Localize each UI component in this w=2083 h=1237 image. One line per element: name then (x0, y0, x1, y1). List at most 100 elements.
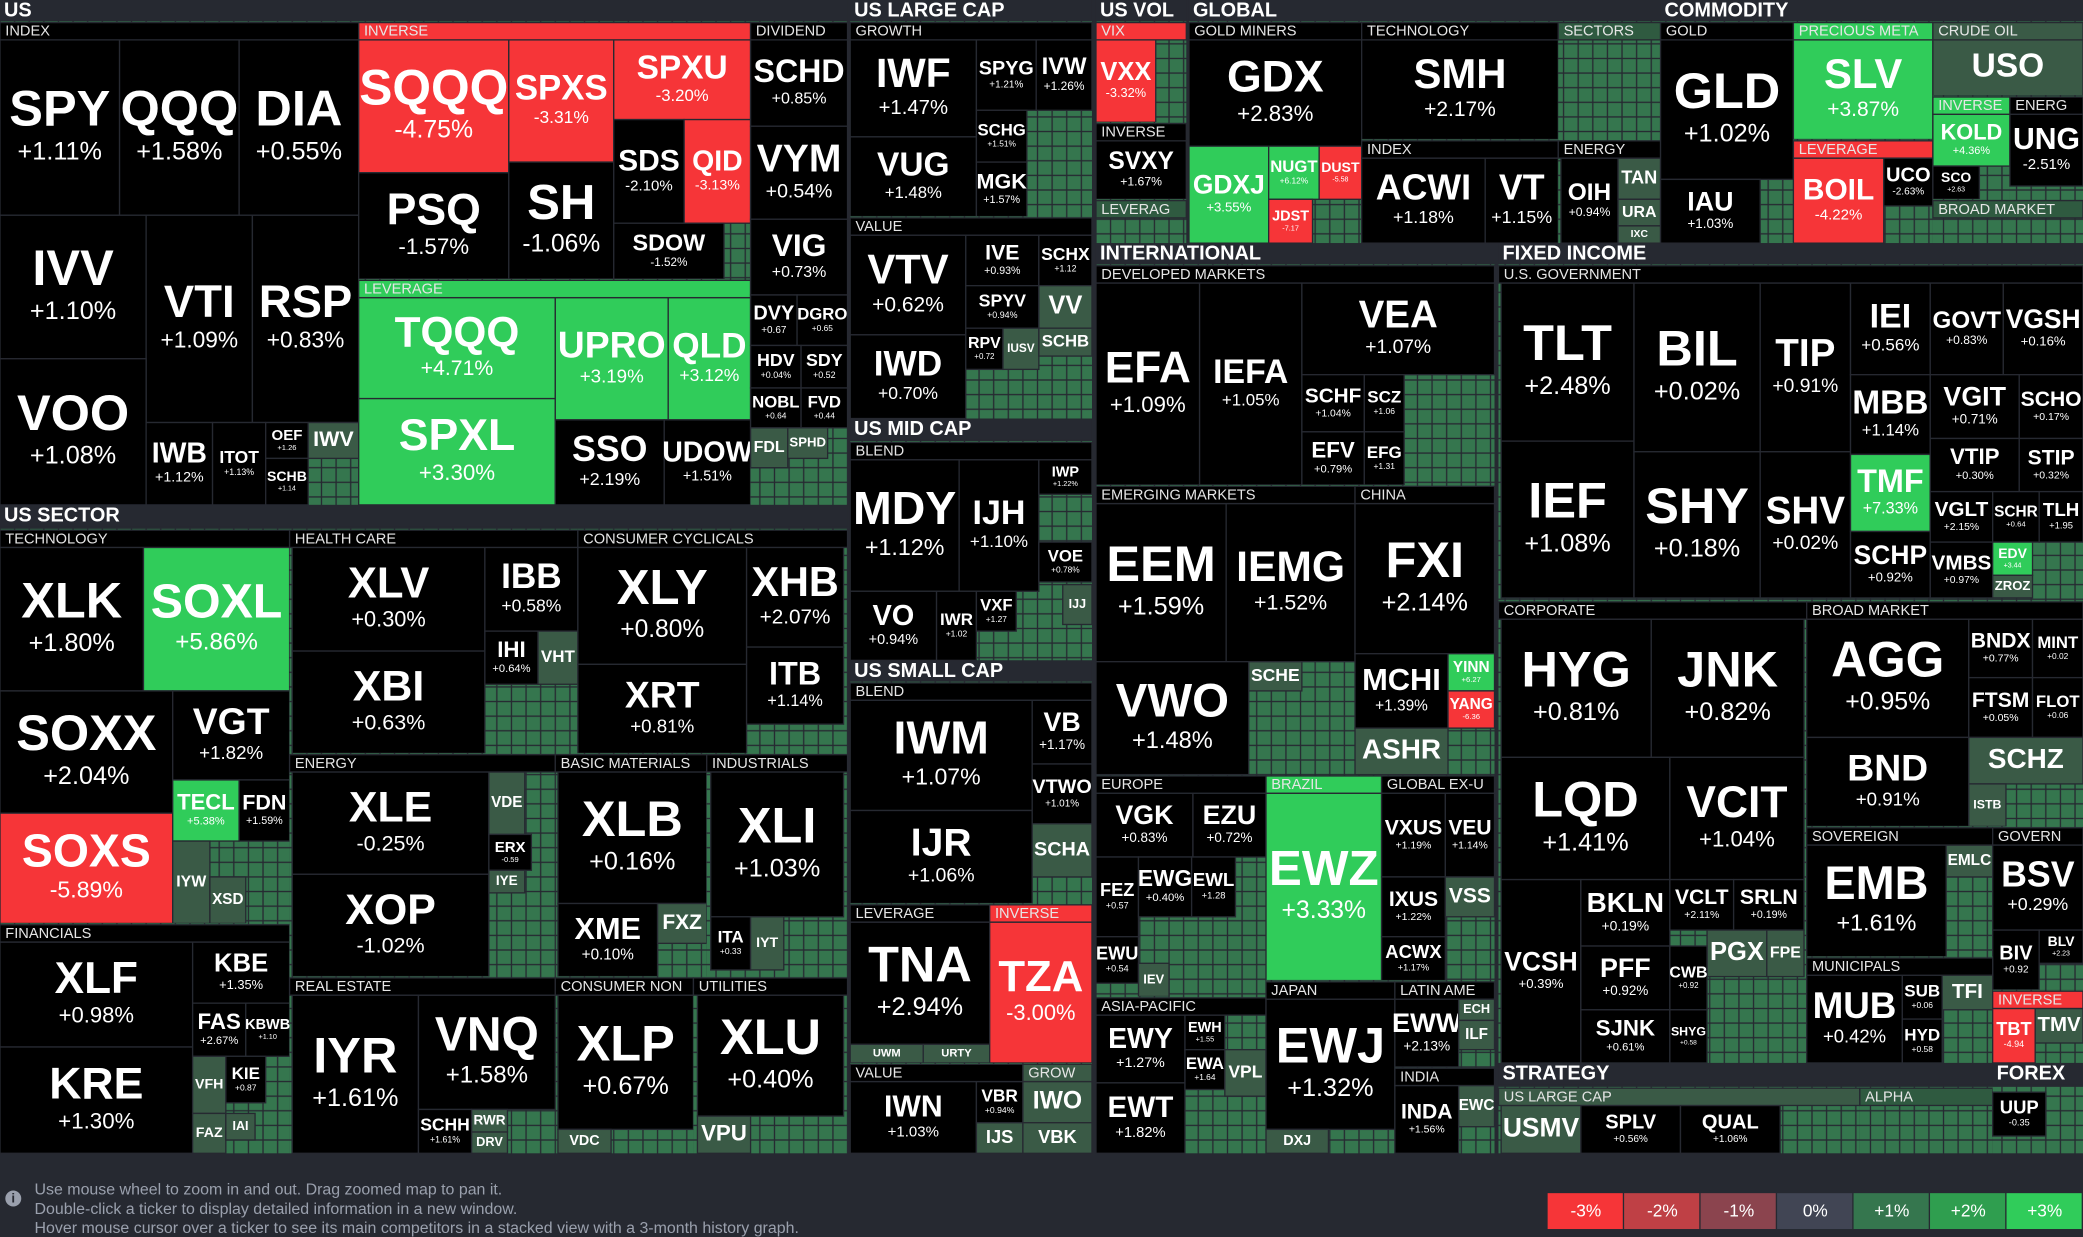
ticker[interactable]: IWR (940, 610, 973, 629)
tile-box[interactable] (358, 172, 510, 280)
change[interactable]: +0.67% (583, 1072, 669, 1100)
ticker[interactable]: TZA (998, 952, 1083, 1001)
change[interactable]: +0.30% (1956, 470, 1994, 482)
tile[interactable]: LQD+1.41% (1500, 756, 1671, 881)
change[interactable]: +0.67 (761, 325, 787, 336)
tile-box[interactable] (417, 1108, 473, 1154)
tile[interactable]: EFG+1.31 (1363, 431, 1405, 486)
ticker[interactable]: SCHA (1034, 839, 1090, 861)
change[interactable]: +1.31 (1373, 461, 1395, 471)
ticker[interactable]: SSO (572, 429, 647, 469)
tile-box[interactable] (749, 218, 849, 296)
ticker[interactable]: PFF (1600, 953, 1651, 983)
tile[interactable]: XLP+0.67% (557, 994, 695, 1131)
tile[interactable]: BSV+0.29% (1992, 844, 2083, 931)
ticker[interactable]: VCIT (1686, 778, 1787, 827)
ticker[interactable]: IWP (1052, 464, 1080, 480)
tile[interactable]: USO (1932, 39, 2083, 97)
tile[interactable]: VMBS+0.97% (1929, 541, 1994, 599)
tile[interactable]: QUAL+1.06% (1679, 1104, 1781, 1154)
tile[interactable]: IYT (749, 916, 785, 971)
change[interactable]: +0.73% (772, 264, 826, 281)
change[interactable]: +0.05% (1983, 713, 2019, 724)
tile-box[interactable] (1360, 39, 1559, 141)
ticker[interactable]: PGX (1710, 938, 1764, 966)
tile-box[interactable] (1633, 451, 1761, 599)
ticker[interactable]: USO (1972, 48, 2045, 85)
ticker[interactable]: DVY (753, 303, 794, 325)
ticker[interactable]: SCHG (977, 121, 1025, 140)
change[interactable]: +1.57% (983, 194, 1020, 206)
tile-box[interactable] (1137, 962, 1170, 998)
tile-box[interactable] (1031, 763, 1093, 825)
tile-box[interactable] (1360, 157, 1486, 244)
tile[interactable]: ASHR (1354, 727, 1449, 776)
tile-box[interactable] (307, 421, 360, 460)
tile[interactable]: IEV (1137, 962, 1170, 998)
tile-box[interactable] (710, 916, 752, 971)
tile[interactable]: MINT+0.02 (2031, 618, 2083, 679)
ticker[interactable]: UNG (2013, 123, 2080, 156)
tile[interactable]: IVW+1.26% (1035, 39, 1093, 111)
ticker[interactable]: VUG (877, 147, 950, 184)
ticker[interactable]: SMH (1413, 50, 1506, 97)
ticker[interactable]: SCHB (267, 468, 307, 484)
ticker[interactable]: EWH (1188, 1020, 1222, 1036)
change[interactable]: +0.72% (1207, 830, 1253, 845)
tile-box[interactable] (358, 39, 510, 174)
ticker[interactable]: EFV (1311, 438, 1354, 463)
change[interactable]: +2.67% (200, 1035, 238, 1047)
change[interactable]: +0.58 (1912, 1044, 1934, 1054)
tile[interactable]: IEF+1.08% (1500, 440, 1635, 599)
tile[interactable]: MGK+1.57% (975, 161, 1028, 218)
tile[interactable]: UNG-2.51% (2009, 113, 2083, 187)
change[interactable]: -0.25% (356, 831, 424, 855)
ticker[interactable]: SRLN (1740, 885, 1798, 909)
change[interactable]: +1.61% (1836, 909, 1916, 935)
ticker[interactable]: BKLN (1587, 887, 1664, 918)
change[interactable]: +2.17% (1424, 98, 1496, 121)
tile-box[interactable] (172, 779, 240, 842)
ticker[interactable]: XOP (345, 886, 436, 934)
ticker[interactable]: FLOT (2036, 692, 2080, 711)
tile[interactable]: SJNK+0.61% (1580, 1009, 1671, 1064)
tile[interactable]: KOLD+4.36% (1932, 113, 2011, 167)
tile-box[interactable] (1447, 690, 1496, 729)
tile[interactable]: XLE-0.25% (291, 771, 490, 875)
tile[interactable]: PGX (1706, 929, 1768, 978)
ticker[interactable]: VDE (491, 794, 522, 811)
ticker[interactable]: IWM (894, 712, 989, 764)
tile[interactable]: USMV (1500, 1104, 1582, 1154)
tile-box[interactable] (1301, 282, 1496, 376)
tile[interactable]: XME+0.10% (557, 902, 659, 978)
tile-box[interactable] (958, 459, 1040, 592)
ticker[interactable]: ITOT (219, 447, 259, 467)
tile[interactable]: SPXS-3.31% (508, 39, 615, 163)
tile[interactable]: BIL+0.02% (1633, 282, 1761, 453)
tile-box[interactable] (696, 1115, 752, 1154)
change[interactable]: +0.93% (984, 265, 1021, 277)
change[interactable]: +0.65 (812, 323, 834, 333)
change[interactable]: +3.12% (679, 365, 739, 385)
tile-box[interactable] (1363, 374, 1405, 433)
tile-box[interactable] (484, 546, 579, 632)
tile[interactable]: SDS-2.10% (613, 118, 685, 224)
tile[interactable]: VGLT+2.15% (1929, 490, 1994, 543)
ticker[interactable]: BIV (1999, 942, 2033, 964)
change[interactable]: +0.57 (1106, 900, 1129, 910)
tile-box[interactable] (796, 294, 849, 347)
tile[interactable]: HYG+0.81% (1500, 618, 1652, 759)
change[interactable]: +3.87% (1827, 98, 1899, 121)
tile[interactable]: OEF+1.26 (265, 421, 309, 460)
tile[interactable]: VO+0.94% (849, 590, 938, 662)
ticker[interactable]: HYG (1522, 640, 1631, 697)
tile[interactable]: EMLC (1945, 844, 1994, 878)
tile[interactable]: ECH (1457, 998, 1496, 1022)
ticker[interactable]: IAU (1687, 186, 1733, 216)
ticker[interactable]: TMF (1857, 463, 1924, 499)
change[interactable]: +0.64 (765, 410, 787, 420)
tile-box[interactable] (1932, 165, 1981, 200)
ticker[interactable]: XLE (349, 784, 432, 832)
tile[interactable]: URA (1617, 198, 1662, 227)
change[interactable]: +0.94% (985, 1105, 1015, 1115)
